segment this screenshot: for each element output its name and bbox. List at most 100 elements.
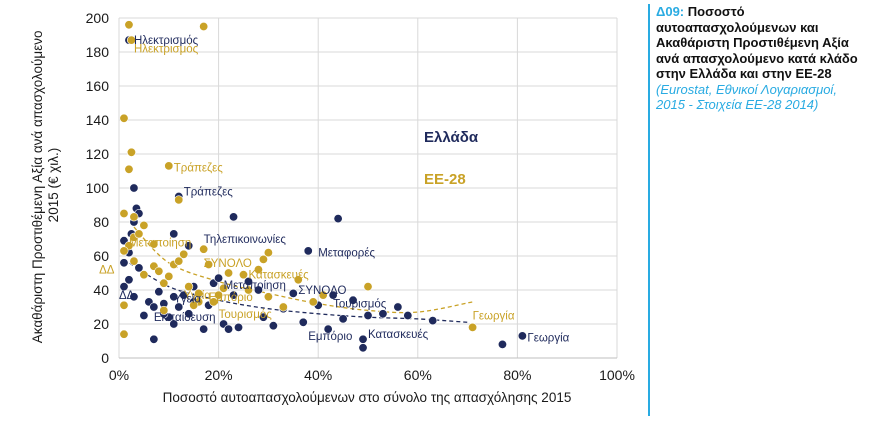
data-point [348,295,358,305]
x-tick-label: 40% [304,367,332,383]
data-point [179,290,189,300]
caption-panel: Δ09: Ποσοστό αυτοαπασχολούμενων και Ακαθ… [648,4,860,416]
data-point [338,314,348,324]
data-point [224,324,234,334]
data-points [119,20,527,353]
data-point [149,334,159,344]
data-point [263,248,273,258]
point-label: ΔΔ [99,265,115,277]
data-point [268,321,278,331]
legend-eu28: ΕΕ-28 [424,171,466,188]
data-point [124,20,134,30]
data-point [378,309,388,319]
data-point [393,302,403,312]
point-label: Εμπόριο [308,331,352,343]
figure-title: Ποσοστό αυτοαπασχολούμενων και Ακαθάριστ… [656,4,858,81]
data-point [358,343,368,353]
axes: 0 20 40 60 80 100 120 140 160 180 200 0% 20% 40% 60% 80… [86,10,635,383]
trendlines [123,226,473,323]
data-point [253,285,263,295]
y-tick-label: 0 [101,350,109,366]
point-label: Τουρισμός [333,299,387,311]
data-point [234,322,244,332]
data-point [199,21,209,31]
data-point [119,113,129,123]
data-point [184,241,194,251]
y-axis-label-line2: 2015 (€ χιλ.) [46,148,61,223]
y-tick-label: 100 [86,180,110,196]
data-point [124,164,134,174]
data-point [199,324,209,334]
point-label: Τράπεζες [174,163,223,175]
point-label: Ηλεκτρισμός [134,44,199,56]
point-label: Ηλεκτρισμός [134,35,199,47]
data-point [363,282,373,292]
point-label: Γεωργία [473,311,515,323]
data-point [129,256,139,266]
data-point [164,161,174,171]
data-point [119,258,129,268]
scatter-chart: 0 20 40 60 80 100 120 140 160 180 200 0% 20% 40% 60% 80… [30,10,635,405]
x-tick-label: 0% [109,367,129,383]
data-point [263,292,273,302]
data-point [229,212,239,222]
legend-greece: Ελλάδα [424,129,479,146]
data-point [154,287,164,297]
data-point [468,322,478,332]
data-point [428,316,438,326]
y-tick-label: 140 [86,112,110,128]
data-point [119,300,129,310]
data-point [119,329,129,339]
data-point [497,339,507,349]
point-label: Τράπεζες [184,186,233,198]
data-point [139,270,149,280]
data-point [129,212,139,222]
data-point [119,209,129,219]
data-point [149,239,159,249]
data-point [139,310,149,320]
data-point [126,147,136,157]
data-point [184,309,194,319]
point-label: Μεταποίηση [129,237,191,249]
point-label: Μεταφορές [318,248,375,260]
data-point [174,195,184,205]
data-point [169,292,179,302]
data-point [239,270,249,280]
x-axis-label: Ποσοστό αυτοαπασχολούμενων στο σύνολο τη… [163,390,572,405]
data-point [258,254,268,264]
data-point [124,275,134,285]
data-point [318,290,328,300]
data-point [129,292,139,302]
caption-text: Δ09: Ποσοστό αυτοαπασχολούμενων και Ακαθ… [656,4,860,113]
data-point [323,324,333,334]
point-label: ΣΥΝΟΛΟ [298,285,346,297]
figure-source: (Eurostat, Εθνικοί Λογαριασμοί, 2015 - Σ… [656,81,837,113]
point-label: Υγεία [184,290,212,302]
data-point [517,331,527,341]
data-point [184,282,194,292]
x-tick-label: 60% [404,367,432,383]
trendline [123,258,468,323]
data-point [134,263,144,273]
data-point [134,229,144,239]
data-point [126,35,136,45]
data-point [139,220,149,230]
y-tick-label: 20 [93,316,109,332]
point-label: Τηλεπικοινωνίες [204,234,287,246]
data-point [293,275,303,285]
data-point [253,265,263,275]
data-point [209,297,219,307]
data-point [169,319,179,329]
point-label: Μεταποίηση [224,280,286,292]
y-tick-label: 120 [86,146,110,162]
point-label: ΣΥΝΟΛΟ [204,258,252,270]
data-point [154,266,164,276]
data-point [333,214,343,224]
x-tick-label: 20% [205,367,233,383]
data-point [219,283,229,293]
data-point [149,302,159,312]
data-point [303,246,313,256]
data-point [119,246,129,256]
trendline [133,226,473,314]
